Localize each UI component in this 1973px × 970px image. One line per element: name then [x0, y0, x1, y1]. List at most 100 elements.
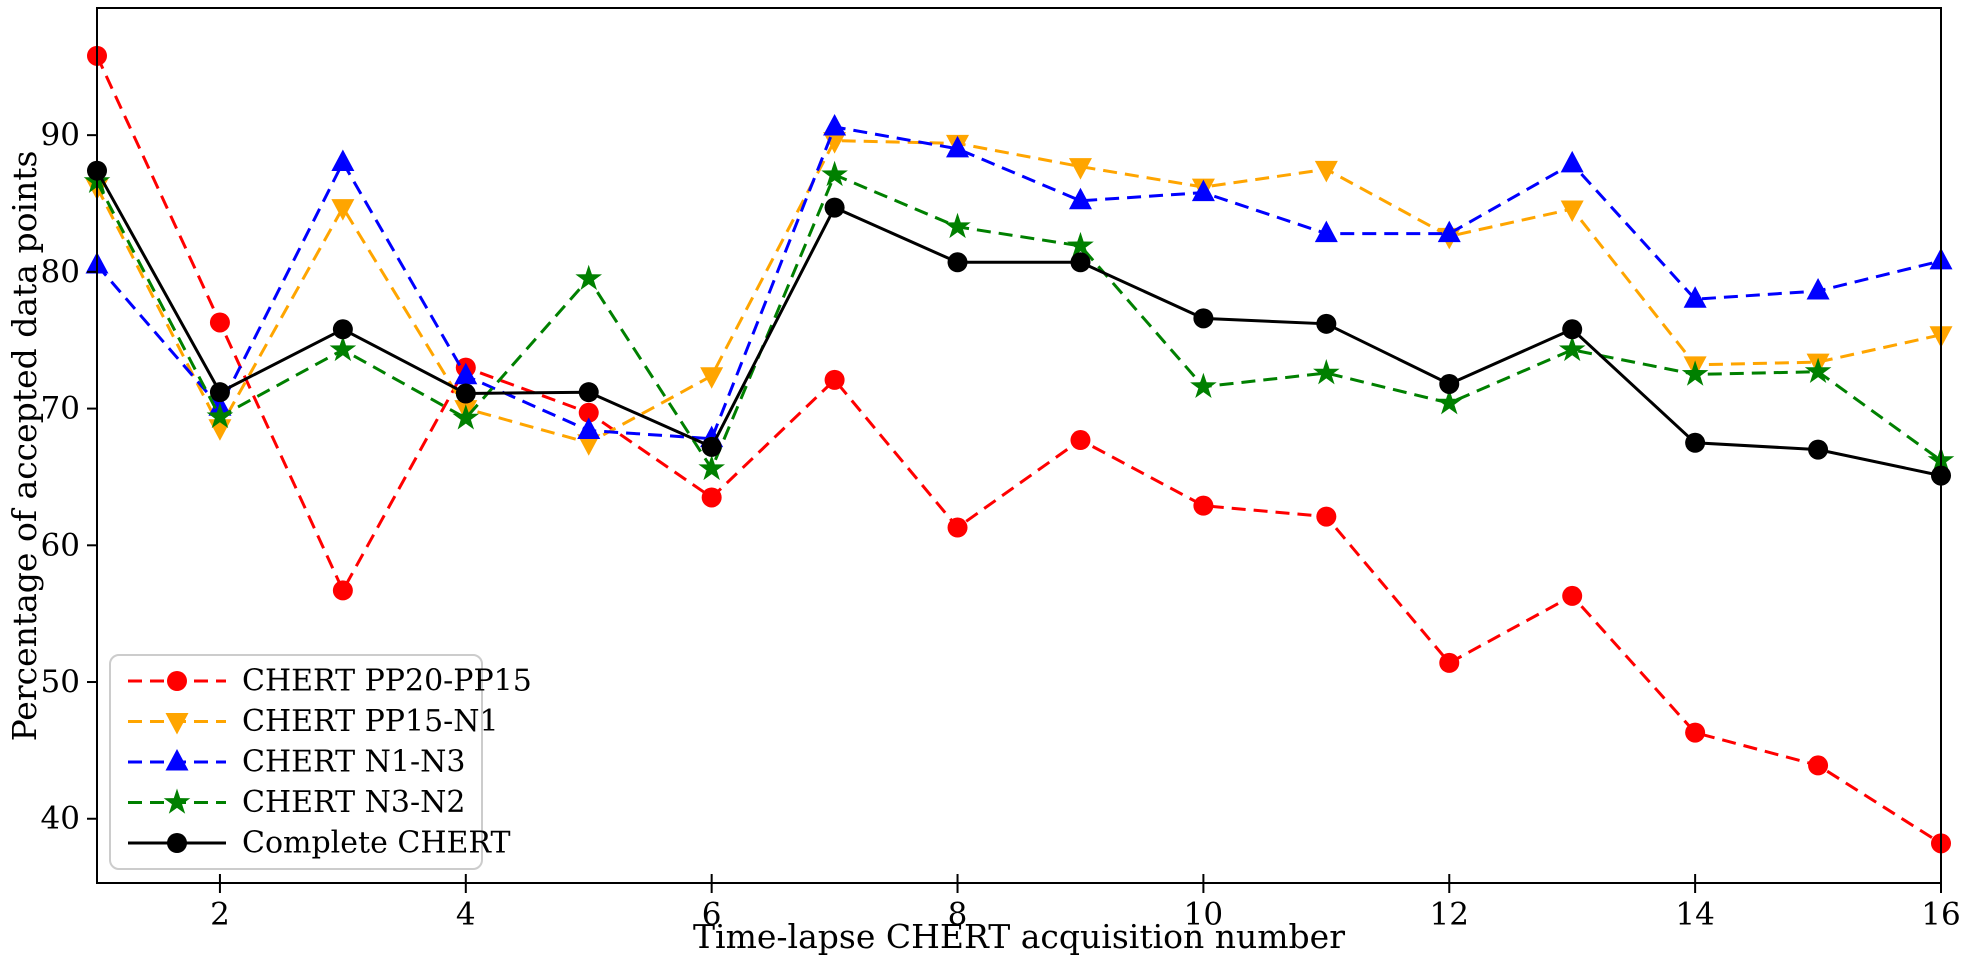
triangle-up-marker [1314, 220, 1338, 243]
circle-marker [1808, 439, 1829, 460]
circle-marker [701, 436, 722, 457]
series-line [95, 172, 1942, 472]
legend-item-label: CHERT N1-N3 [242, 745, 465, 780]
circle-marker [1562, 319, 1583, 340]
y-axis-label: Percentage of accepted data points [5, 151, 44, 742]
axes-frame [96, 7, 1942, 884]
star-marker [1190, 372, 1217, 398]
triangle-up-marker [946, 135, 970, 158]
circle-marker [1316, 506, 1337, 527]
star-marker [821, 160, 848, 187]
circle-marker [332, 319, 353, 340]
circle-marker [209, 312, 230, 333]
star-marker [1067, 231, 1094, 258]
triangle-up-marker [1683, 286, 1707, 308]
triangle-down-marker [165, 713, 189, 735]
circle-marker [1439, 373, 1460, 394]
triangle-down-marker [577, 434, 601, 456]
star-marker [452, 404, 480, 430]
triangle-up-marker [165, 749, 189, 771]
x-tick-label: 2 [210, 896, 230, 932]
legend-item: CHERT PP15-N1 [128, 704, 499, 739]
y-tick-label: 60 [41, 527, 80, 563]
circle-marker [1808, 755, 1829, 776]
circle-marker [1316, 313, 1337, 334]
triangle-up-marker [1068, 187, 1092, 210]
star-marker [329, 335, 357, 362]
circle-marker [578, 402, 599, 423]
star-marker [163, 788, 191, 814]
series-line [95, 139, 1942, 445]
circle-marker [701, 487, 722, 508]
triangle-up-marker [454, 362, 478, 385]
star-marker [1681, 360, 1709, 386]
series-line [95, 55, 1942, 845]
series-chert-n3-n2 [83, 160, 1955, 481]
x-tick-label: 10 [1184, 896, 1223, 932]
star-marker [698, 454, 725, 481]
star-marker [575, 264, 602, 290]
star-marker [1558, 335, 1586, 362]
circle-marker [1439, 652, 1460, 673]
circle-marker [1193, 495, 1214, 516]
plot-area [83, 45, 1955, 854]
triangle-down-marker [1560, 200, 1584, 222]
y-tick-label: 80 [41, 254, 80, 290]
legend-item: Complete CHERT [128, 826, 510, 861]
legend-item: CHERT N1-N3 [128, 745, 465, 780]
triangle-up-marker [823, 113, 847, 136]
x-tick-label: 12 [1430, 896, 1469, 932]
triangle-up-marker [1191, 179, 1215, 202]
legend-item-label: CHERT N3-N2 [242, 785, 465, 820]
star-marker [1804, 357, 1832, 383]
circle-marker [824, 197, 845, 218]
triangle-up-marker [1806, 278, 1830, 300]
star-marker [944, 212, 971, 239]
circle-marker [332, 580, 353, 601]
star-marker [1313, 359, 1340, 385]
legend-item-label: Complete CHERT [242, 826, 510, 861]
legend: CHERT PP20-PP15 CHERT PP15-N1 CHERT N1-N3 C… [109, 654, 532, 870]
triangle-up-marker [1437, 220, 1461, 243]
circle-marker [209, 382, 230, 403]
x-tick-label: 4 [456, 896, 476, 932]
series-line [95, 169, 1942, 478]
x-tick-label: 14 [1675, 896, 1714, 932]
series-chert-pp15-n1 [85, 132, 1953, 456]
triangle-down-marker [1314, 160, 1338, 183]
circle-marker [1070, 252, 1091, 273]
circle-marker [167, 833, 187, 853]
triangle-up-marker [331, 149, 355, 171]
series-complete-chert [87, 160, 1951, 486]
axes: 2 4 6 8 10 12 14 16 40 50 60 70 80 90 [41, 7, 1961, 932]
triangle-down-marker [700, 367, 724, 389]
circle-marker [947, 252, 968, 273]
circle-marker [578, 382, 599, 403]
star-marker [206, 402, 234, 429]
circle-marker [824, 369, 845, 390]
y-tick-label: 90 [41, 117, 80, 153]
x-axis-label: Time-lapse CHERT acquisition number [693, 917, 1345, 956]
y-tick-label: 40 [41, 801, 80, 837]
legend-item: CHERT N3-N2 [128, 785, 465, 820]
series-line [95, 125, 1942, 441]
triangle-up-marker [1560, 150, 1584, 173]
y-tick-label: 50 [41, 664, 80, 700]
legend-item-label: CHERT PP15-N1 [242, 704, 499, 739]
circle-marker [1193, 308, 1214, 329]
triangle-down-marker [331, 199, 355, 221]
series-chert-pp20-pp15 [87, 45, 1951, 854]
x-tick-label: 16 [1921, 896, 1960, 932]
circle-marker [1685, 432, 1706, 453]
legend-item-label: CHERT PP20-PP15 [242, 664, 532, 699]
circle-marker [947, 517, 968, 538]
circle-marker [455, 383, 476, 404]
y-tick-label: 70 [41, 391, 80, 427]
series-chert-n1-n3 [85, 113, 1953, 448]
circle-marker [167, 671, 187, 691]
circle-marker [1070, 430, 1091, 451]
legend-frame [109, 654, 483, 870]
triangle-down-marker [1068, 158, 1092, 180]
